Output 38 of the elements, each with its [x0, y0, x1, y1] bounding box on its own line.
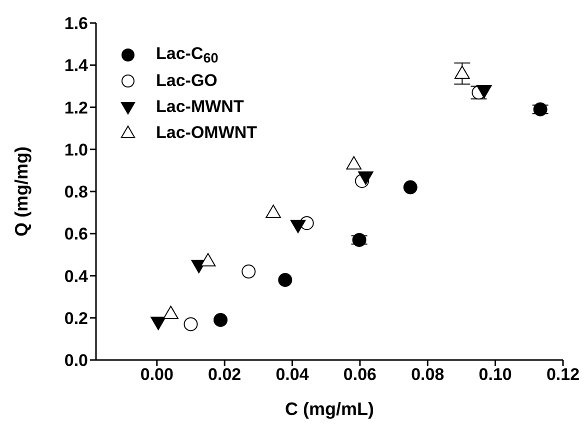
x-tick-label: 0.08 — [411, 365, 444, 384]
point — [278, 272, 292, 287]
x-tick-label: 0.10 — [478, 365, 512, 384]
point — [290, 220, 306, 234]
point — [403, 180, 418, 194]
point — [242, 264, 256, 279]
y-tick-label: 1.4 — [64, 56, 89, 76]
y-tick-label: 1.0 — [64, 140, 88, 160]
y-tick-label: 0.8 — [64, 182, 88, 202]
point — [200, 253, 216, 266]
x-tick-label: 0.02 — [208, 365, 242, 384]
x-tick-label: 0.00 — [140, 365, 174, 384]
legend-label: Lac-C$_{60}$ — [156, 44, 218, 66]
legend-label: Lac-GO — [156, 71, 218, 91]
y-tick-label: 1.2 — [64, 98, 88, 118]
point — [163, 306, 178, 320]
point — [454, 66, 470, 79]
y-tick-label: 0.4 — [64, 266, 89, 286]
point — [266, 204, 281, 218]
legend-label: Lac-OMWNT — [156, 123, 258, 143]
point — [150, 316, 166, 330]
y-tick-label: 0.2 — [64, 308, 88, 328]
x-tick-label: 0.04 — [276, 365, 310, 384]
y-tick-label: 0.6 — [64, 224, 88, 244]
point — [533, 102, 548, 116]
x-tick-label: 0.06 — [343, 365, 377, 384]
y-tick-label: 1.6 — [64, 14, 88, 34]
x-tick-label: 0.12 — [546, 365, 580, 384]
x-axis-title: C (mg/mL) — [285, 399, 374, 419]
point — [358, 171, 374, 185]
point — [346, 156, 362, 170]
point — [214, 312, 228, 327]
y-axis-title: Q (mg/mg) — [11, 146, 32, 236]
point — [352, 232, 366, 247]
point — [184, 317, 198, 332]
legend-label: Lac-MWNT — [156, 97, 244, 117]
point — [476, 85, 492, 98]
y-tick-label: 0.0 — [64, 351, 88, 370]
